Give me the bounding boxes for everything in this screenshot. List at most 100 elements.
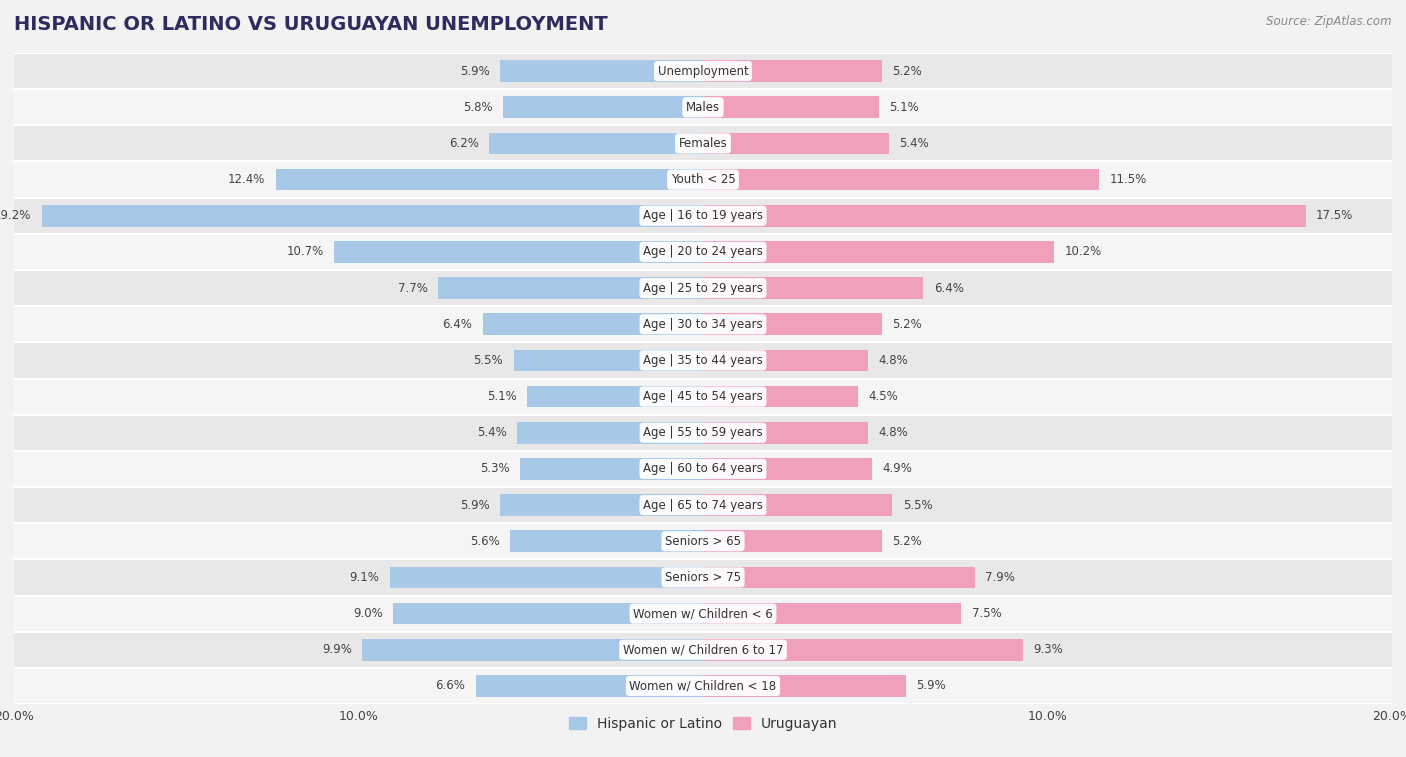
Bar: [14, 270, 1392, 306]
Text: 7.5%: 7.5%: [972, 607, 1001, 620]
Text: 5.2%: 5.2%: [893, 534, 922, 548]
Bar: [703, 169, 1099, 191]
Text: Females: Females: [679, 137, 727, 150]
Bar: [14, 668, 1392, 704]
Bar: [520, 458, 703, 480]
Bar: [703, 96, 879, 118]
Text: 5.9%: 5.9%: [460, 499, 489, 512]
Text: Seniors > 75: Seniors > 75: [665, 571, 741, 584]
Text: 5.2%: 5.2%: [893, 318, 922, 331]
Text: 19.2%: 19.2%: [0, 209, 31, 223]
Text: 5.1%: 5.1%: [889, 101, 918, 114]
Text: 9.0%: 9.0%: [353, 607, 382, 620]
Bar: [703, 277, 924, 299]
Bar: [527, 386, 703, 407]
Text: 5.8%: 5.8%: [463, 101, 494, 114]
Text: 11.5%: 11.5%: [1109, 173, 1147, 186]
Bar: [14, 161, 1392, 198]
Bar: [14, 342, 1392, 378]
Text: 5.4%: 5.4%: [900, 137, 929, 150]
Bar: [703, 639, 1024, 661]
Text: Women w/ Children 6 to 17: Women w/ Children 6 to 17: [623, 643, 783, 656]
Text: 6.2%: 6.2%: [450, 137, 479, 150]
Bar: [475, 675, 703, 696]
Bar: [703, 205, 1306, 226]
Text: 5.5%: 5.5%: [474, 354, 503, 367]
Text: Age | 30 to 34 years: Age | 30 to 34 years: [643, 318, 763, 331]
Text: 4.8%: 4.8%: [879, 354, 908, 367]
Text: 4.9%: 4.9%: [882, 463, 912, 475]
Text: Age | 25 to 29 years: Age | 25 to 29 years: [643, 282, 763, 294]
Bar: [703, 350, 869, 371]
Text: 12.4%: 12.4%: [228, 173, 266, 186]
Text: 9.9%: 9.9%: [322, 643, 352, 656]
Bar: [437, 277, 703, 299]
Text: Unemployment: Unemployment: [658, 64, 748, 77]
Text: Seniors > 65: Seniors > 65: [665, 534, 741, 548]
Text: 6.4%: 6.4%: [934, 282, 963, 294]
Bar: [276, 169, 703, 191]
Text: Age | 45 to 54 years: Age | 45 to 54 years: [643, 390, 763, 403]
Bar: [703, 675, 907, 696]
Bar: [503, 96, 703, 118]
Legend: Hispanic or Latino, Uruguayan: Hispanic or Latino, Uruguayan: [564, 711, 842, 736]
Text: Age | 55 to 59 years: Age | 55 to 59 years: [643, 426, 763, 439]
Text: Age | 20 to 24 years: Age | 20 to 24 years: [643, 245, 763, 258]
Text: Age | 60 to 64 years: Age | 60 to 64 years: [643, 463, 763, 475]
Bar: [703, 566, 976, 588]
Text: 6.4%: 6.4%: [443, 318, 472, 331]
Text: 10.7%: 10.7%: [287, 245, 323, 258]
Text: 5.1%: 5.1%: [488, 390, 517, 403]
Bar: [14, 415, 1392, 451]
Text: 5.9%: 5.9%: [917, 680, 946, 693]
Bar: [510, 531, 703, 552]
Bar: [499, 494, 703, 516]
Text: Youth < 25: Youth < 25: [671, 173, 735, 186]
Bar: [703, 313, 882, 335]
Bar: [703, 458, 872, 480]
Bar: [14, 523, 1392, 559]
Bar: [14, 559, 1392, 596]
Text: 5.5%: 5.5%: [903, 499, 932, 512]
Bar: [703, 422, 869, 444]
Bar: [361, 639, 703, 661]
Bar: [42, 205, 703, 226]
Text: 9.3%: 9.3%: [1033, 643, 1063, 656]
Text: 4.5%: 4.5%: [869, 390, 898, 403]
Bar: [14, 596, 1392, 631]
Text: Males: Males: [686, 101, 720, 114]
Bar: [14, 126, 1392, 161]
Bar: [14, 89, 1392, 126]
Text: Source: ZipAtlas.com: Source: ZipAtlas.com: [1267, 15, 1392, 28]
Text: 5.9%: 5.9%: [460, 64, 489, 77]
Bar: [499, 61, 703, 82]
Bar: [703, 494, 893, 516]
Bar: [14, 378, 1392, 415]
Bar: [14, 631, 1392, 668]
Bar: [14, 53, 1392, 89]
Bar: [392, 603, 703, 625]
Bar: [513, 350, 703, 371]
Text: 5.4%: 5.4%: [477, 426, 506, 439]
Bar: [335, 241, 703, 263]
Text: 6.6%: 6.6%: [436, 680, 465, 693]
Bar: [703, 531, 882, 552]
Text: Age | 65 to 74 years: Age | 65 to 74 years: [643, 499, 763, 512]
Text: 7.7%: 7.7%: [398, 282, 427, 294]
Text: 5.2%: 5.2%: [893, 64, 922, 77]
Text: HISPANIC OR LATINO VS URUGUAYAN UNEMPLOYMENT: HISPANIC OR LATINO VS URUGUAYAN UNEMPLOY…: [14, 15, 607, 34]
Text: Age | 16 to 19 years: Age | 16 to 19 years: [643, 209, 763, 223]
Bar: [703, 603, 962, 625]
Bar: [14, 451, 1392, 487]
Text: 5.6%: 5.6%: [470, 534, 499, 548]
Text: Women w/ Children < 6: Women w/ Children < 6: [633, 607, 773, 620]
Bar: [703, 386, 858, 407]
Text: Age | 35 to 44 years: Age | 35 to 44 years: [643, 354, 763, 367]
Text: 17.5%: 17.5%: [1316, 209, 1354, 223]
Text: 7.9%: 7.9%: [986, 571, 1015, 584]
Text: 9.1%: 9.1%: [349, 571, 380, 584]
Bar: [14, 198, 1392, 234]
Bar: [703, 241, 1054, 263]
Bar: [14, 234, 1392, 270]
Bar: [703, 61, 882, 82]
